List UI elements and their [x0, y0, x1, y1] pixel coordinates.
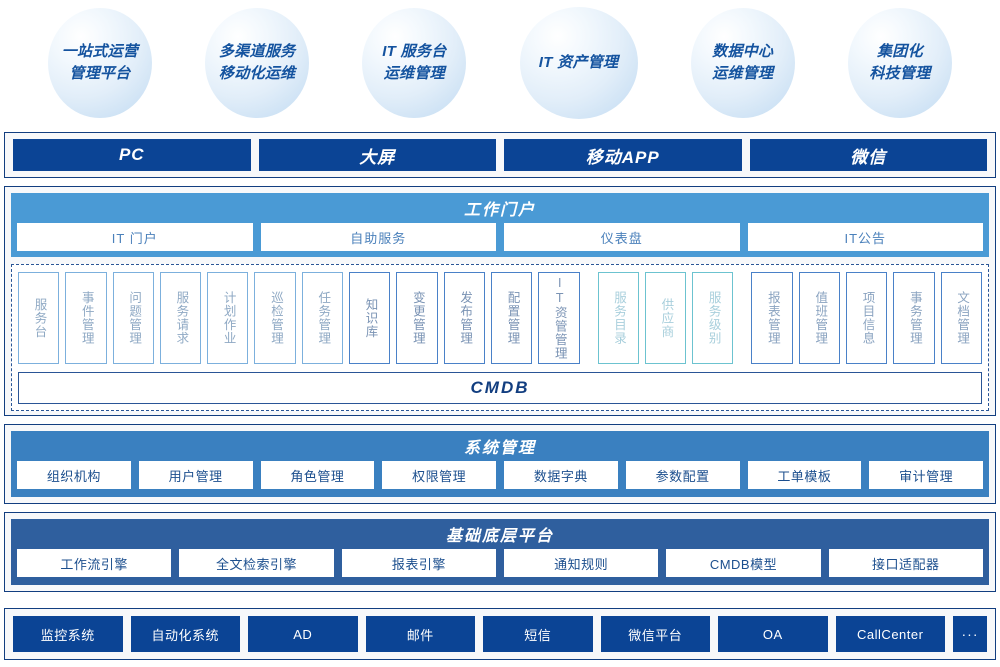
module-box[interactable]: 供应商	[644, 272, 687, 364]
integration-row: 监控系统 自动化系统 AD 邮件 短信 微信平台 OA CallCenter ···	[13, 616, 987, 652]
access-channel-item[interactable]: 移动APP	[504, 139, 742, 171]
work-portal-block: 工作门户 IT 门户 自助服务 仪表盘 IT公告	[11, 193, 989, 257]
capability-bubble: IT 服务台 运维管理	[362, 7, 467, 118]
access-channel-row: PC 大屏 移动APP 微信	[13, 139, 987, 171]
capability-bubble-line: 管理平台	[69, 64, 131, 82]
system-management-item[interactable]: 工单模板	[747, 461, 862, 489]
work-portal-item[interactable]: 自助服务	[260, 223, 496, 251]
module-box[interactable]: 任务管理	[301, 272, 344, 364]
capability-bubble: 数据中心 运维管理	[690, 7, 795, 118]
module-box[interactable]: IT资管管理	[538, 272, 580, 364]
system-management-title: 系统管理	[463, 440, 536, 457]
module-box[interactable]: 变更管理	[396, 272, 438, 364]
capability-bubble-line: 运维管理	[712, 64, 774, 82]
integration-item[interactable]: 短信	[483, 616, 593, 652]
capability-bubble-line: 多渠道服务	[218, 42, 296, 60]
base-platform-item[interactable]: 接口适配器	[828, 549, 983, 577]
module-box[interactable]: 值班管理	[798, 272, 841, 364]
work-portal-item[interactable]: 仪表盘	[504, 223, 740, 251]
system-management-item[interactable]: 用户管理	[138, 461, 253, 489]
system-management-items: 组织机构 用户管理 角色管理 权限管理 数据字典 参数配置 工单模板 审计管理	[11, 461, 989, 489]
capability-bubble-row: 一站式运营 管理平台 多渠道服务 移动化运维 IT 服务台 运维管理 IT 资产管理 数据中心…	[0, 0, 1000, 125]
capability-bubble-line: 数据中心	[712, 42, 774, 60]
system-management-panel: 系统管理 组织机构 用户管理 角色管理 权限管理 数据字典 参数配置 工单模板 审计管理	[4, 424, 996, 504]
system-management-item[interactable]: 权限管理	[382, 461, 496, 489]
integration-item[interactable]: 邮件	[365, 616, 475, 652]
base-platform-title: 基础底层平台	[445, 528, 554, 545]
module-box[interactable]: 知识库	[349, 272, 391, 364]
system-management-item[interactable]: 数据字典	[504, 461, 618, 489]
capability-bubble: IT 资产管理	[519, 6, 638, 119]
system-management-item[interactable]: 参数配置	[625, 461, 740, 489]
module-box[interactable]: 配置管理	[490, 272, 533, 364]
module-box[interactable]: 项目信息	[846, 272, 888, 364]
base-platform-panel: 基础底层平台 工作流引擎 全文检索引擎 报表引擎 通知规则 CMDB模型 接口适配器	[4, 512, 996, 592]
integration-item[interactable]: OA	[718, 616, 828, 652]
base-platform-item[interactable]: 全文检索引擎	[179, 549, 334, 577]
work-portal-items: IT 门户 自助服务 仪表盘 IT公告	[11, 223, 989, 257]
capability-bubble-line: 运维管理	[383, 64, 445, 82]
module-box[interactable]: 问题管理	[112, 272, 154, 364]
system-management-item[interactable]: 角色管理	[260, 461, 375, 489]
module-container: 服务台 事件管理 问题管理 服务请求 计划作业 巡检管理 任务管理 知识库 变更管理 发布管理 配置…	[11, 264, 989, 411]
base-platform-item[interactable]: CMDB模型	[666, 549, 821, 577]
module-box[interactable]: 巡检管理	[254, 272, 296, 364]
integration-item[interactable]: CallCenter	[835, 616, 945, 652]
work-portal-item[interactable]: IT 门户	[17, 223, 253, 251]
base-platform-band: 基础底层平台 工作流引擎 全文检索引擎 报表引擎 通知规则 CMDB模型 接口适配器	[11, 519, 989, 585]
capability-bubble-line: 一站式运营	[61, 42, 139, 60]
base-platform-item[interactable]: 通知规则	[503, 549, 659, 577]
module-box[interactable]: 文档管理	[940, 272, 982, 364]
module-box[interactable]: 报表管理	[751, 272, 793, 364]
integration-item[interactable]: AD	[248, 616, 358, 652]
module-box[interactable]: 事务管理	[893, 272, 935, 364]
system-management-item[interactable]: 审计管理	[869, 461, 983, 489]
base-platform-items: 工作流引擎 全文检索引擎 报表引擎 通知规则 CMDB模型 接口适配器	[11, 549, 989, 577]
integration-item[interactable]: 自动化系统	[130, 616, 240, 652]
module-box[interactable]: 发布管理	[443, 272, 485, 364]
system-management-band: 系统管理 组织机构 用户管理 角色管理 权限管理 数据字典 参数配置 工单模板 审计管理	[11, 431, 989, 497]
capability-bubble-line: 科技管理	[869, 64, 931, 82]
capability-bubble-line: IT 服务台	[382, 42, 447, 60]
access-channel-panel: PC 大屏 移动APP 微信	[4, 132, 996, 178]
access-channel-item[interactable]: PC	[13, 139, 251, 171]
integration-panel: 监控系统 自动化系统 AD 邮件 短信 微信平台 OA CallCenter ···	[4, 608, 996, 660]
capability-bubble: 集团化 科技管理	[847, 7, 952, 118]
capability-bubble: 多渠道服务移动化运维	[205, 7, 310, 118]
module-box[interactable]: 计划作业	[207, 272, 249, 364]
capability-bubble-line: 移动化运维	[218, 64, 296, 82]
work-portal-title: 工作门户	[463, 202, 536, 219]
module-box[interactable]: 服务目录	[597, 272, 639, 364]
integration-more-button[interactable]: ···	[953, 616, 987, 652]
integration-item[interactable]: 监控系统	[13, 616, 123, 652]
base-platform-item[interactable]: 工作流引擎	[17, 549, 172, 577]
module-box[interactable]: 事件管理	[65, 272, 107, 364]
cmdb-bar: CMDB	[18, 372, 982, 404]
access-channel-item[interactable]: 微信	[749, 139, 987, 171]
module-box[interactable]: 服务请求	[159, 272, 202, 364]
work-portal-item[interactable]: IT公告	[747, 223, 983, 251]
module-row: 服务台 事件管理 问题管理 服务请求 计划作业 巡检管理 任务管理 知识库 变更管理 发布管理 配置…	[18, 272, 982, 364]
capability-bubble-line: 集团化	[876, 42, 923, 60]
base-platform-item[interactable]: 报表引擎	[341, 549, 496, 577]
capability-bubble-line: IT 资产管理	[538, 53, 619, 71]
integration-item[interactable]: 微信平台	[600, 616, 710, 652]
module-box[interactable]: 服务台	[18, 272, 60, 364]
access-channel-item[interactable]: 大屏	[258, 139, 496, 171]
work-portal-panel: 工作门户 IT 门户 自助服务 仪表盘 IT公告 服务台 事件管理 问题管理 服务请求 计划作…	[4, 186, 996, 416]
system-management-item[interactable]: 组织机构	[17, 461, 131, 489]
module-box[interactable]: 服务级别	[692, 272, 734, 364]
capability-bubble: 一站式运营 管理平台	[48, 7, 152, 118]
